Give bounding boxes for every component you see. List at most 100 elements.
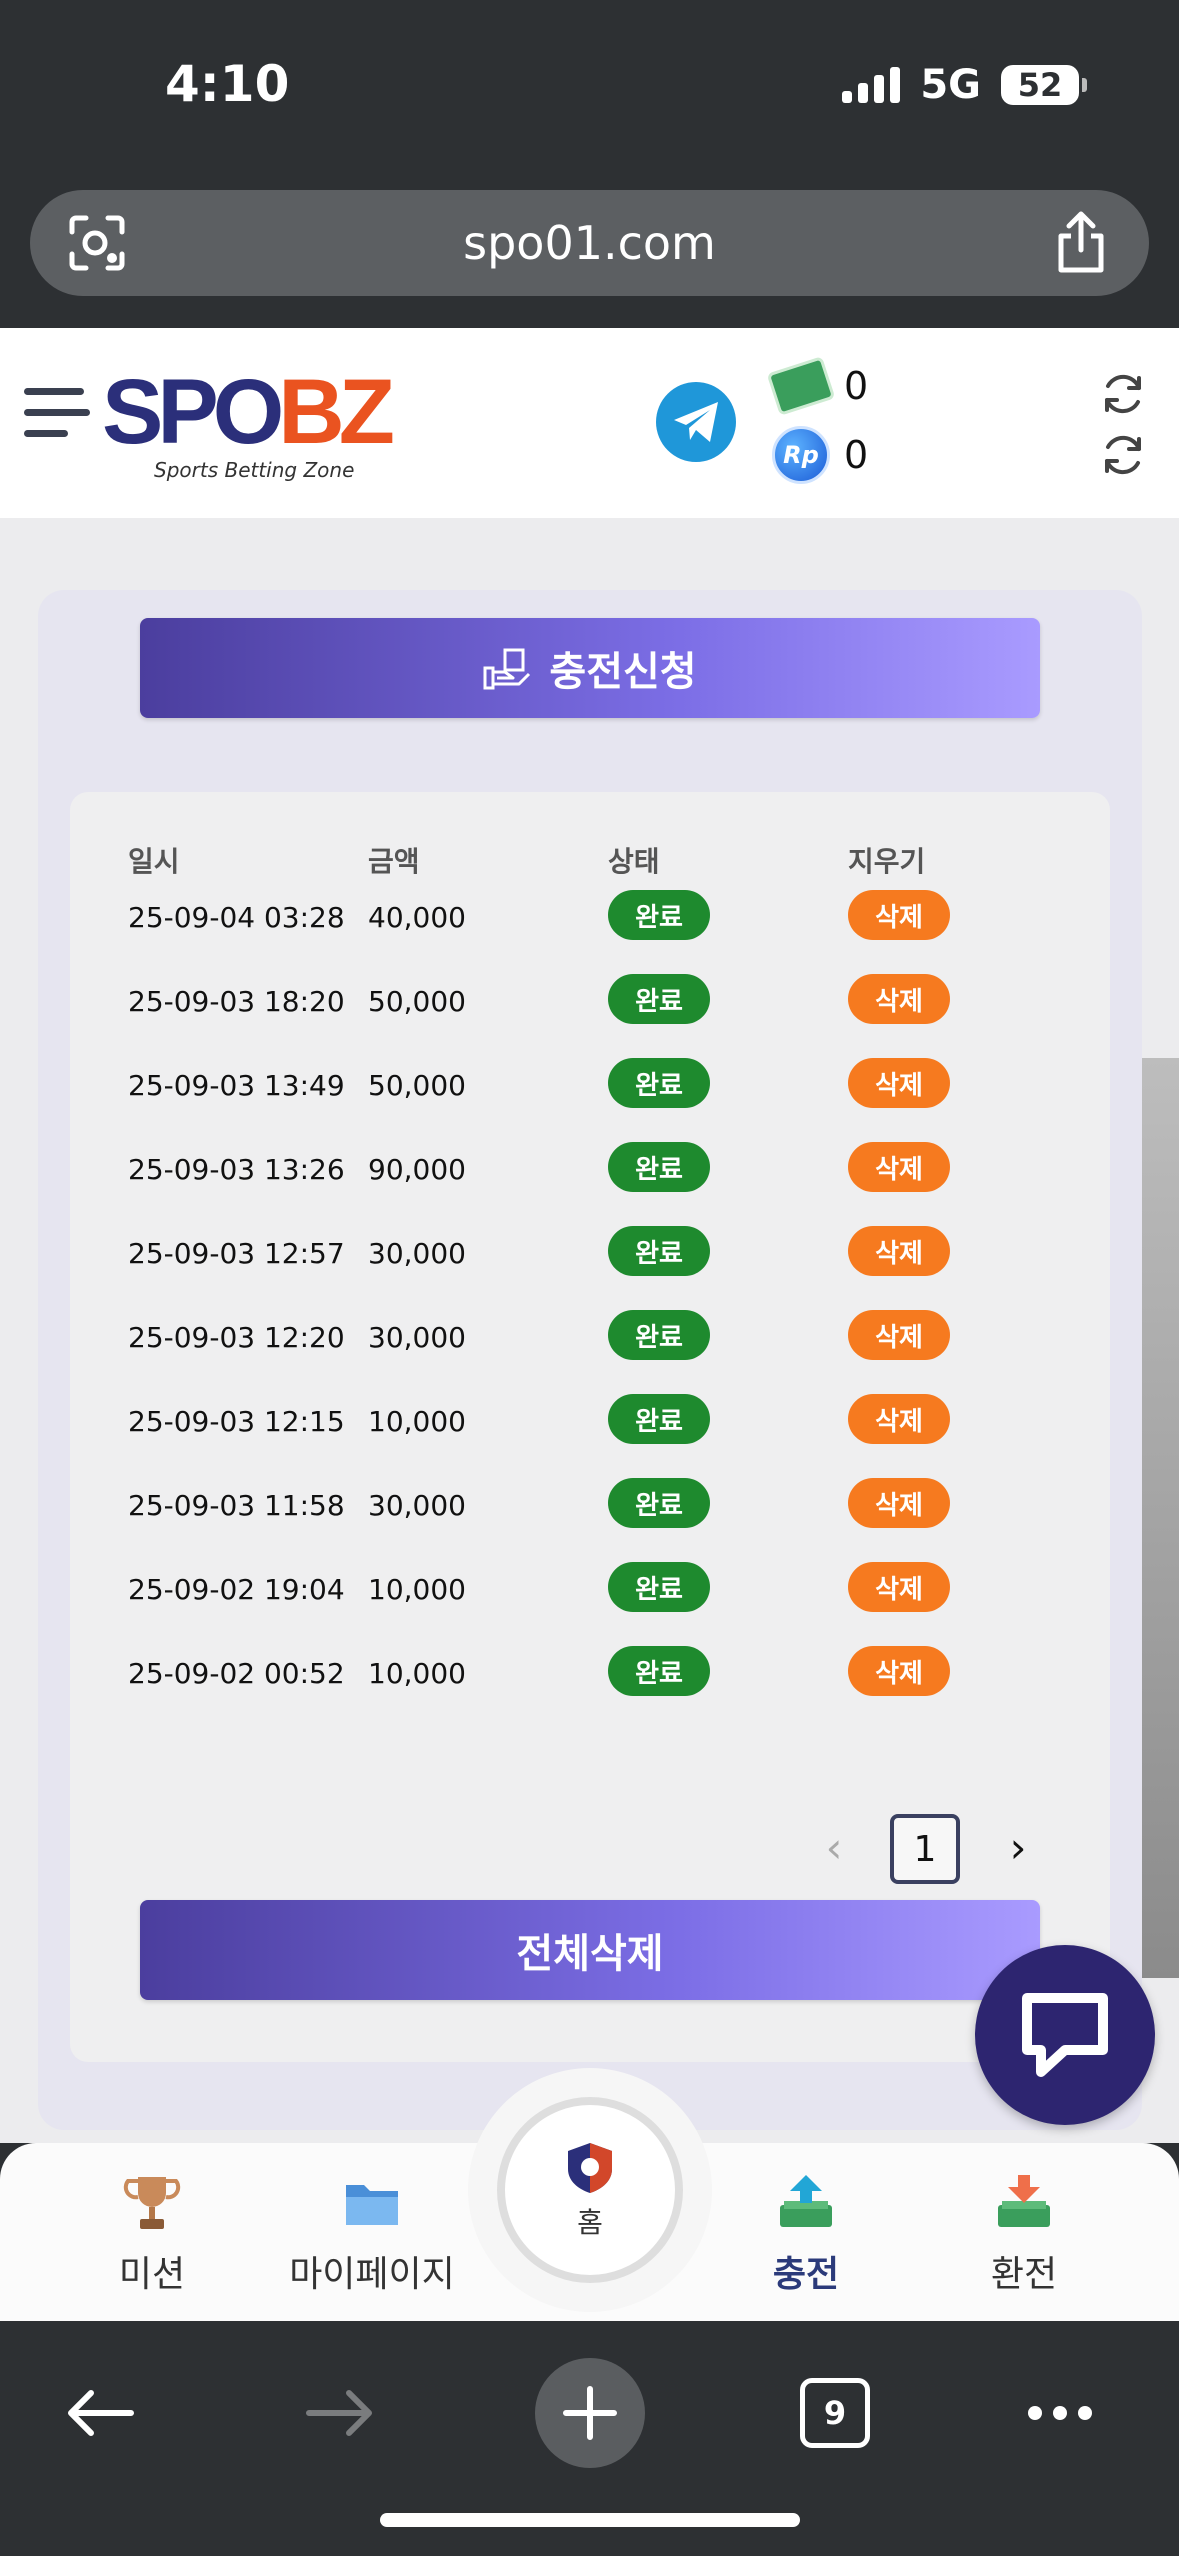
nav-home[interactable]: 홈	[497, 2097, 683, 2283]
share-icon[interactable]	[1053, 210, 1109, 274]
header-amount: 금액	[368, 845, 420, 878]
tab-count: 9	[800, 2378, 870, 2448]
table-row: 25-09-03 11:58 30,000 완료 삭제	[70, 1464, 1110, 1548]
more-dots-icon	[1028, 2406, 1092, 2420]
chat-bubble-icon	[1022, 1993, 1108, 2077]
refresh-cash-icon[interactable]	[1099, 370, 1147, 418]
header-delete: 지우기	[848, 845, 926, 878]
delete-button[interactable]: 삭제	[848, 974, 950, 1024]
nav-exchange-label: 환전	[990, 2254, 1058, 2295]
row-date: 25-09-03 18:20	[128, 985, 345, 1018]
pagination: ‹ 1 ›	[810, 1814, 1070, 1884]
cash-icon	[766, 356, 836, 416]
hamburger-menu-icon[interactable]	[24, 388, 90, 444]
background-image-strip	[1139, 1058, 1179, 1978]
row-date: 25-09-02 00:52	[128, 1657, 345, 1690]
status-badge: 완료	[608, 1142, 710, 1192]
app-header: SPOBZ Sports Betting Zone 0 Rp 0	[0, 328, 1179, 518]
row-amount: 90,000	[368, 1153, 466, 1186]
row-date: 25-09-03 11:58	[128, 1489, 345, 1522]
battery-icon: 52	[1001, 65, 1087, 105]
signal-icon	[842, 67, 901, 103]
url-bar[interactable]: spo01.com	[30, 190, 1149, 296]
table-row: 25-09-03 13:49 50,000 완료 삭제	[70, 1044, 1110, 1128]
sports-shield-icon	[568, 2143, 612, 2193]
status-badge: 완료	[608, 1310, 710, 1360]
nav-mypage-label: 마이페이지	[289, 2254, 455, 2295]
delete-button[interactable]: 삭제	[848, 1142, 950, 1192]
money-download-icon	[998, 2175, 1050, 2227]
nav-charge-label: 충전	[772, 2254, 840, 2295]
table-row: 25-09-02 19:04 10,000 완료 삭제	[70, 1548, 1110, 1632]
status-badge: 완료	[608, 1562, 710, 1612]
url-domain[interactable]: spo01.com	[463, 216, 716, 270]
nav-mission-label: 미션	[118, 2254, 186, 2295]
row-date: 25-09-04 03:28	[128, 901, 345, 934]
delete-button[interactable]: 삭제	[848, 1478, 950, 1528]
delete-button[interactable]: 삭제	[848, 1394, 950, 1444]
status-badge: 완료	[608, 1478, 710, 1528]
status-badge: 완료	[608, 1226, 710, 1276]
table-row: 25-09-03 13:26 90,000 완료 삭제	[70, 1128, 1110, 1212]
row-amount: 50,000	[368, 1069, 466, 1102]
nav-exchange[interactable]: 환전	[924, 2171, 1124, 2297]
plus-icon	[563, 2386, 617, 2440]
row-date: 25-09-03 13:26	[128, 1153, 345, 1186]
row-amount: 10,000	[368, 1405, 466, 1438]
status-badge: 완료	[608, 1058, 710, 1108]
folder-icon	[346, 2185, 398, 2225]
rp-balance: Rp 0	[772, 426, 868, 484]
delete-all-button[interactable]: 전체삭제	[140, 1900, 1040, 2000]
table-row: 25-09-03 12:57 30,000 완료 삭제	[70, 1212, 1110, 1296]
next-page-button[interactable]: ›	[1009, 1823, 1027, 1872]
row-amount: 30,000	[368, 1489, 466, 1522]
arrow-left-icon	[68, 2390, 134, 2436]
row-amount: 40,000	[368, 901, 466, 934]
rp-coin-icon: Rp	[772, 426, 830, 484]
delete-button[interactable]: 삭제	[848, 1310, 950, 1360]
new-tab-button[interactable]	[535, 2358, 645, 2468]
nav-home-label: 홈	[577, 2206, 603, 2239]
delete-button[interactable]: 삭제	[848, 1226, 950, 1276]
tabs-button[interactable]: 9	[795, 2363, 875, 2463]
charge-request-button[interactable]: 충전신청	[140, 618, 1040, 718]
row-amount: 10,000	[368, 1657, 466, 1690]
delete-button[interactable]: 삭제	[848, 1562, 950, 1612]
chat-button[interactable]	[975, 1945, 1155, 2125]
browser-back-button[interactable]	[50, 2363, 150, 2463]
prev-page-button[interactable]: ‹	[825, 1823, 843, 1872]
status-badge: 완료	[608, 890, 710, 940]
nav-mypage[interactable]: 마이페이지	[272, 2171, 472, 2297]
status-badge: 완료	[608, 1394, 710, 1444]
trophy-icon	[123, 2177, 181, 2229]
logo-text-spo: SPO	[102, 361, 284, 463]
row-amount: 10,000	[368, 1573, 466, 1606]
home-indicator	[380, 2513, 800, 2527]
telegram-icon[interactable]	[656, 382, 736, 462]
more-button[interactable]	[1010, 2363, 1110, 2463]
header-date: 일시	[128, 845, 180, 878]
browser-forward-button[interactable]	[290, 2363, 390, 2463]
logo[interactable]: SPOBZ Sports Betting Zone	[102, 366, 395, 482]
camera-lens-icon[interactable]	[68, 214, 126, 272]
logo-subtitle: Sports Betting Zone	[154, 458, 355, 482]
delete-button[interactable]: 삭제	[848, 1646, 950, 1696]
money-upload-icon	[780, 2175, 832, 2227]
charge-request-label: 충전신청	[549, 649, 697, 695]
network-type: 5G	[920, 62, 981, 108]
row-date: 25-09-03 12:20	[128, 1321, 345, 1354]
cash-balance-value: 0	[844, 364, 869, 408]
table-row: 25-09-02 00:52 10,000 완료 삭제	[70, 1632, 1110, 1716]
charge-panel: 충전신청 일시 금액 상태 지우기 25-09-04 03:28 40,000 완료…	[38, 590, 1142, 2130]
nav-mission[interactable]: 미션	[52, 2171, 252, 2297]
nav-charge[interactable]: 충전	[706, 2171, 906, 2297]
table-row: 25-09-03 12:20 30,000 완료 삭제	[70, 1296, 1110, 1380]
cash-balance: 0	[766, 356, 869, 416]
delete-button[interactable]: 삭제	[848, 1058, 950, 1108]
refresh-rp-icon[interactable]	[1099, 431, 1147, 479]
arrow-right-icon	[306, 2390, 372, 2436]
header-status: 상태	[608, 845, 660, 878]
row-date: 25-09-03 12:57	[128, 1237, 345, 1270]
current-page-button[interactable]: 1	[890, 1814, 960, 1884]
delete-button[interactable]: 삭제	[848, 890, 950, 940]
